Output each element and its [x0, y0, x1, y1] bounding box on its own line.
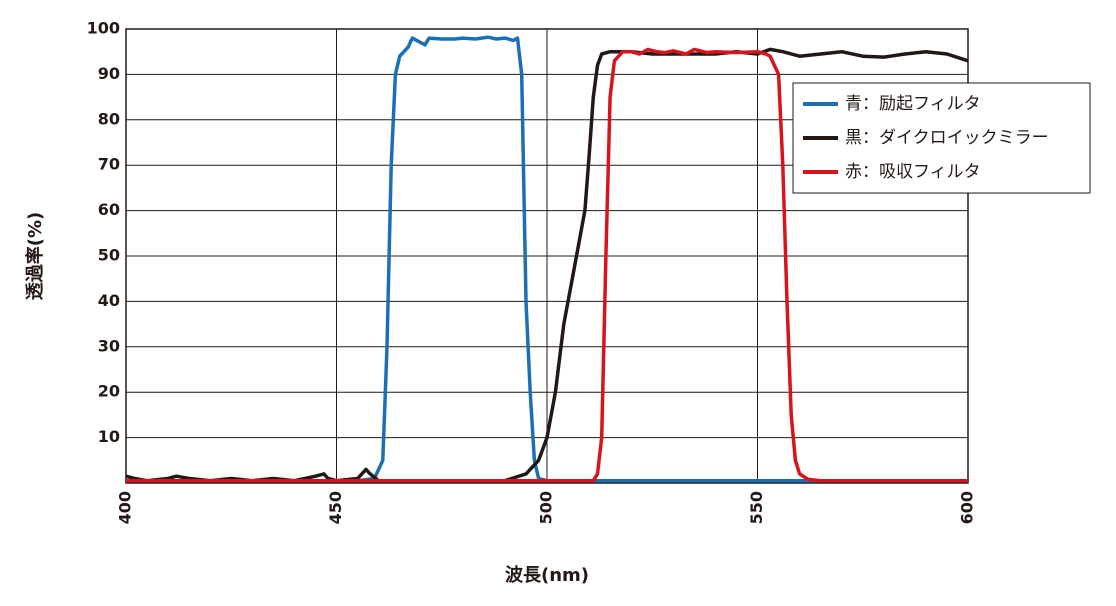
y-tick-label: 70 — [98, 155, 120, 174]
y-tick-label: 20 — [98, 382, 120, 401]
y-tick-label: 60 — [98, 200, 120, 219]
legend-label: 赤：吸収フィルタ — [845, 162, 981, 182]
y-tick-label: 100 — [87, 19, 120, 38]
legend-label: 青：励起フィルタ — [845, 94, 981, 114]
x-tick-label: 450 — [326, 491, 345, 524]
y-tick-label: 40 — [98, 291, 120, 310]
x-axis-title: 波長(nm) — [505, 564, 589, 586]
legend-label: 黒：ダイクロイックミラー — [845, 128, 1049, 148]
y-tick-label: 90 — [98, 64, 120, 83]
x-tick-label: 500 — [537, 491, 556, 524]
x-tick-label: 550 — [747, 491, 766, 524]
x-tick-label: 600 — [958, 491, 977, 524]
y-tick-label: 50 — [98, 246, 120, 265]
y-tick-label: 10 — [98, 427, 120, 446]
y-axis-title: 透過率(%) — [24, 212, 46, 301]
series-line — [126, 47, 968, 483]
x-tick-label: 400 — [116, 491, 135, 524]
legend-box — [792, 82, 1091, 194]
series-line — [126, 35, 968, 483]
y-tick-label: 30 — [98, 336, 120, 355]
y-tick-label: 80 — [98, 109, 120, 128]
plot-frame — [125, 28, 969, 484]
